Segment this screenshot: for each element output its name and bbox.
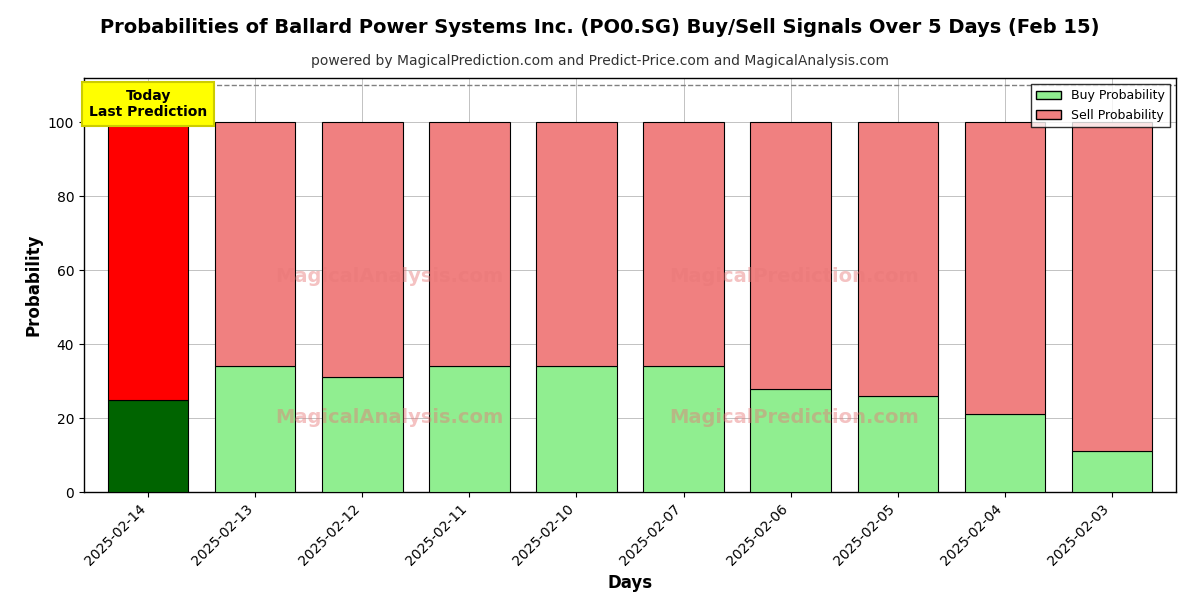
Bar [750, 389, 830, 492]
Legend: Buy Probability, Sell Probability: Buy Probability, Sell Probability [1031, 84, 1170, 127]
Bar [643, 122, 724, 367]
Text: MagicalAnalysis.com: MagicalAnalysis.com [276, 267, 504, 286]
Bar [1072, 451, 1152, 492]
Text: Today
Last Prediction: Today Last Prediction [89, 89, 208, 119]
Bar [430, 367, 510, 492]
Text: MagicalPrediction.com: MagicalPrediction.com [668, 267, 919, 286]
Bar [215, 122, 295, 367]
Bar [536, 367, 617, 492]
Bar [1072, 122, 1152, 451]
Text: MagicalAnalysis.com: MagicalAnalysis.com [276, 408, 504, 427]
Bar [536, 122, 617, 367]
X-axis label: Days: Days [607, 574, 653, 592]
Bar [108, 400, 188, 492]
Bar [965, 415, 1045, 492]
Y-axis label: Probability: Probability [24, 234, 42, 336]
Bar [215, 367, 295, 492]
Bar [430, 122, 510, 367]
Bar [643, 367, 724, 492]
Text: MagicalPrediction.com: MagicalPrediction.com [668, 408, 919, 427]
Bar [750, 122, 830, 389]
Bar [858, 396, 937, 492]
Bar [858, 122, 937, 396]
Bar [323, 377, 402, 492]
Text: Probabilities of Ballard Power Systems Inc. (PO0.SG) Buy/Sell Signals Over 5 Day: Probabilities of Ballard Power Systems I… [101, 18, 1099, 37]
Text: powered by MagicalPrediction.com and Predict-Price.com and MagicalAnalysis.com: powered by MagicalPrediction.com and Pre… [311, 54, 889, 68]
Bar [323, 122, 402, 377]
Bar [965, 122, 1045, 415]
Bar [108, 122, 188, 400]
